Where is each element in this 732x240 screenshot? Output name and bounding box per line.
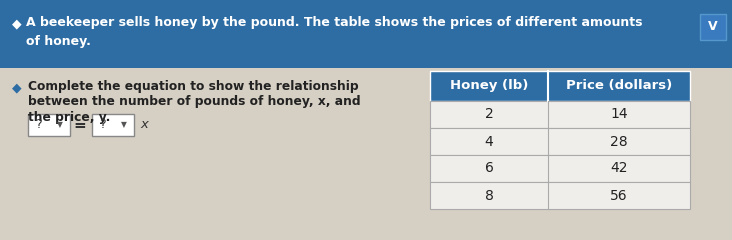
Text: ?: ?	[99, 119, 105, 132]
Text: 14: 14	[610, 108, 628, 121]
Text: ?: ?	[34, 119, 41, 132]
Bar	[92, 114, 134, 136]
Text: Complete the equation to show the relationship: Complete the equation to show the relati…	[28, 80, 359, 93]
Text: A beekeeper sells honey by the pound. The table shows the prices of different am: A beekeeper sells honey by the pound. Th…	[26, 16, 643, 29]
Text: =: =	[74, 118, 86, 132]
Text: 42: 42	[610, 162, 628, 175]
Text: 28: 28	[610, 134, 628, 149]
Text: the price, y.: the price, y.	[28, 111, 111, 124]
Bar	[700, 14, 726, 40]
Text: ◆: ◆	[12, 81, 22, 94]
Text: 6: 6	[485, 162, 493, 175]
Text: 56: 56	[610, 188, 628, 203]
Text: of honey.: of honey.	[26, 35, 91, 48]
Text: ▼: ▼	[121, 120, 127, 130]
Text: ▼: ▼	[57, 120, 63, 130]
Text: Honey (lb): Honey (lb)	[449, 79, 529, 92]
Text: 8: 8	[485, 188, 493, 203]
Text: between the number of pounds of honey, x, and: between the number of pounds of honey, x…	[28, 95, 361, 108]
Bar	[430, 71, 690, 101]
Bar	[28, 114, 70, 136]
Text: 4: 4	[485, 134, 493, 149]
Bar	[430, 155, 690, 182]
Text: x: x	[140, 119, 148, 132]
Text: ◆: ◆	[12, 17, 22, 30]
Bar	[430, 182, 690, 209]
Text: 2: 2	[485, 108, 493, 121]
Bar	[430, 128, 690, 155]
Bar	[430, 101, 690, 128]
Text: Price (dollars): Price (dollars)	[566, 79, 672, 92]
Bar	[0, 0, 732, 68]
Bar	[0, 68, 732, 240]
Text: V: V	[708, 20, 718, 34]
